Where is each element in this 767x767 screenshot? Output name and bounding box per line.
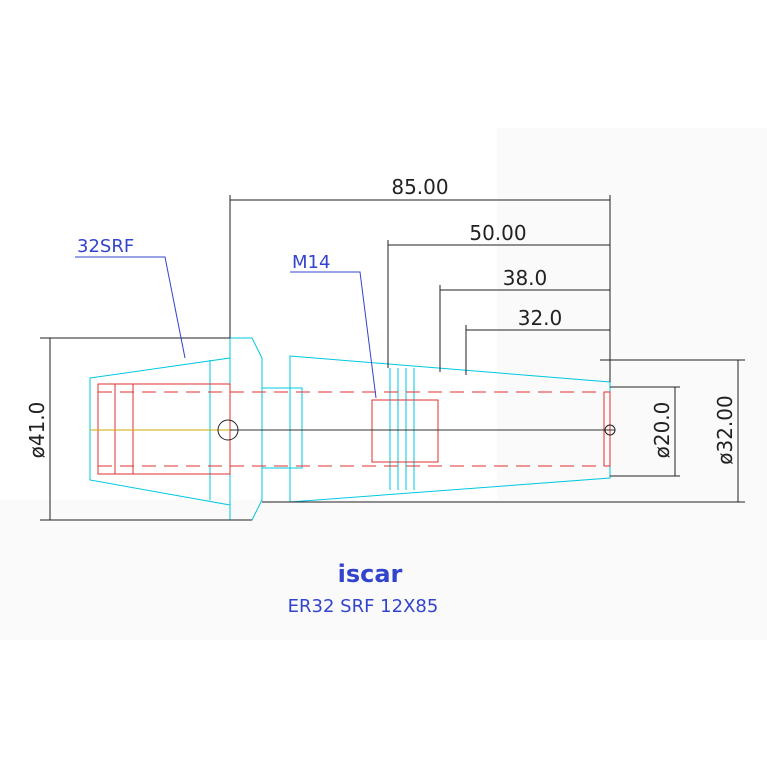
dimension-text: ø32.00 [713, 395, 737, 465]
dimension-text: 85.00 [391, 175, 448, 199]
model-name: ER32 SRF 12X85 [288, 596, 439, 617]
brand-logo: iscar [338, 560, 403, 588]
holder-outline [89, 337, 611, 521]
leaders [75, 256, 377, 399]
label: M14 [292, 252, 330, 273]
dimension-text: 50.00 [469, 221, 526, 245]
internal-bore [97, 383, 611, 475]
label: 32SRF [77, 236, 134, 257]
reference-point [217, 419, 239, 441]
dimension-lines [40, 195, 745, 521]
dimension-text: ø41.0 [25, 402, 49, 459]
reference-point [604, 424, 616, 436]
dimension-text: 38.0 [503, 266, 548, 290]
dimension-text: ø20.0 [650, 402, 674, 459]
dimension-text: 32.0 [518, 306, 563, 330]
